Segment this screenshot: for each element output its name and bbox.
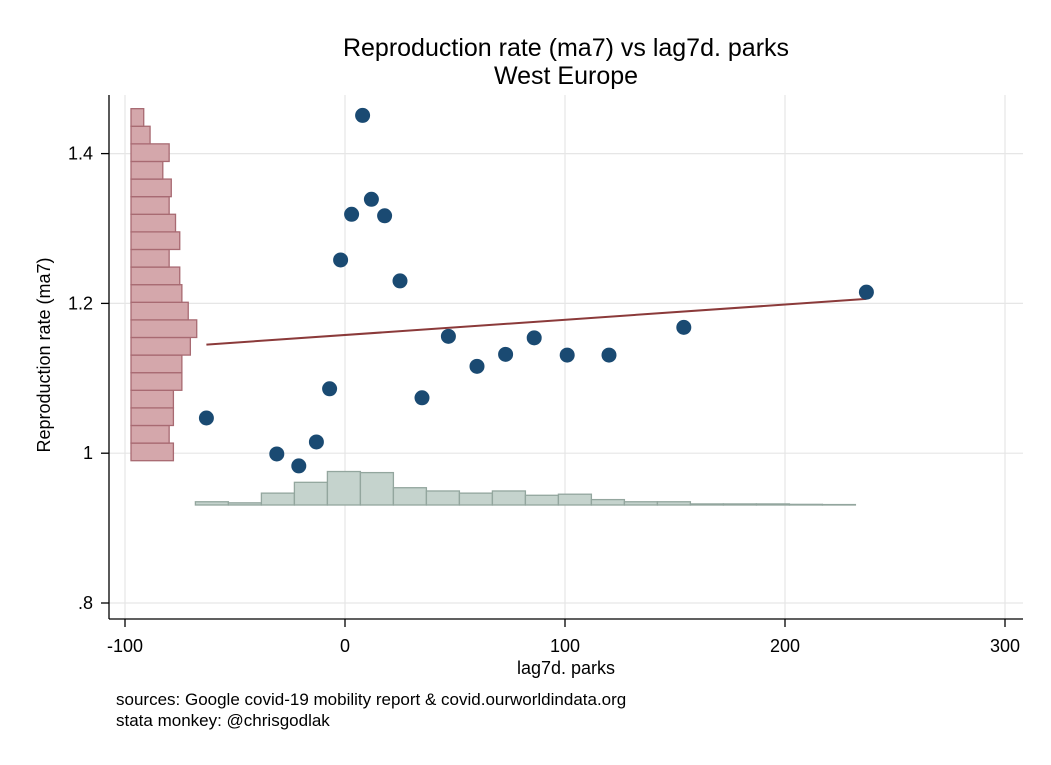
y-histogram-bar xyxy=(130,354,183,374)
y-tick-label: .8 xyxy=(78,593,93,613)
data-point xyxy=(269,446,285,462)
y-histogram-bar xyxy=(130,284,183,303)
y-histogram-bar xyxy=(130,125,151,145)
y-histogram-bar xyxy=(130,372,183,391)
y-histogram-bar xyxy=(130,248,170,268)
y-histogram-bar xyxy=(130,108,145,127)
data-point xyxy=(498,346,514,362)
y-tick-label: 1.2 xyxy=(68,293,93,313)
x-histogram-bar xyxy=(557,493,593,506)
data-point xyxy=(198,410,214,426)
x-histogram-bar xyxy=(194,501,230,506)
x-histogram xyxy=(194,470,857,506)
y-histogram-bar xyxy=(130,442,175,462)
y-tick-label: 1.4 xyxy=(68,144,93,164)
y-histogram-bar xyxy=(130,143,170,163)
x-histogram-bar xyxy=(260,492,296,506)
grid-lines xyxy=(109,95,1023,619)
x-histogram-bar xyxy=(689,503,725,506)
y-histogram-bar xyxy=(130,424,170,444)
data-point xyxy=(344,206,360,222)
x-histogram-bar xyxy=(491,490,527,506)
y-tick-label: 1 xyxy=(83,443,93,463)
data-point xyxy=(333,252,349,268)
fit-line xyxy=(206,297,867,346)
y-histogram-bar xyxy=(130,160,164,180)
data-point xyxy=(322,381,338,397)
x-histogram-bar xyxy=(458,492,494,506)
source-note: sources: Google covid-19 mobility report… xyxy=(116,690,627,709)
data-point xyxy=(355,107,371,123)
x-tick-label: 200 xyxy=(770,636,800,656)
x-histogram-bar xyxy=(623,501,659,506)
x-histogram-bar xyxy=(326,470,362,506)
data-point xyxy=(363,191,379,207)
y-histogram-bar xyxy=(130,319,198,339)
y-histogram-bar xyxy=(130,196,170,215)
x-histogram-bar xyxy=(392,487,428,506)
scatter-points xyxy=(198,107,874,474)
chart-title: Reproduction rate (ma7) vs lag7d. parks xyxy=(343,34,789,62)
y-axis-label: Reproduction rate (ma7) xyxy=(34,257,54,452)
y-histogram-bar xyxy=(130,336,192,356)
data-point xyxy=(858,284,874,300)
fit-line-group xyxy=(206,297,867,346)
data-point xyxy=(377,208,393,224)
x-histogram-bar xyxy=(656,501,692,506)
x-histogram-bar xyxy=(788,503,824,506)
y-histogram-bar xyxy=(130,231,181,251)
x-tick-label: 0 xyxy=(340,636,350,656)
x-axis-label: lag7d. parks xyxy=(517,658,615,678)
data-point xyxy=(291,458,307,474)
data-point xyxy=(392,273,408,289)
y-histogram-bar xyxy=(130,389,175,409)
x-axis-ticks: -100 0 100 200 300 xyxy=(107,619,1020,656)
y-histogram-bar xyxy=(130,213,177,233)
data-point xyxy=(601,347,617,363)
data-point xyxy=(440,328,456,344)
x-tick-label: 100 xyxy=(550,636,580,656)
y-histogram-bar xyxy=(130,178,172,198)
data-point xyxy=(676,319,692,335)
x-histogram-bar xyxy=(227,502,263,506)
y-histogram xyxy=(130,108,198,462)
y-axis-ticks: .8 1 1.2 1.4 xyxy=(68,144,109,613)
x-histogram-bar xyxy=(359,471,395,506)
y-histogram-bar xyxy=(130,407,175,427)
x-histogram-bar xyxy=(524,494,560,506)
data-point xyxy=(526,330,542,346)
x-histogram-bar xyxy=(755,503,791,506)
author-note: stata monkey: @chrisgodlak xyxy=(116,711,330,730)
data-point xyxy=(559,347,575,363)
x-histogram-bar xyxy=(590,498,626,506)
y-histogram-bar xyxy=(130,266,181,286)
x-histogram-bar xyxy=(293,481,329,506)
data-point xyxy=(308,434,324,450)
x-histogram-bar xyxy=(425,490,461,506)
x-tick-label: 300 xyxy=(990,636,1020,656)
data-point xyxy=(414,390,430,406)
x-histogram-bar xyxy=(722,503,758,506)
chart-subtitle: West Europe xyxy=(494,62,638,90)
y-histogram-bar xyxy=(130,301,189,321)
x-tick-label: -100 xyxy=(107,636,143,656)
data-point xyxy=(469,358,485,374)
